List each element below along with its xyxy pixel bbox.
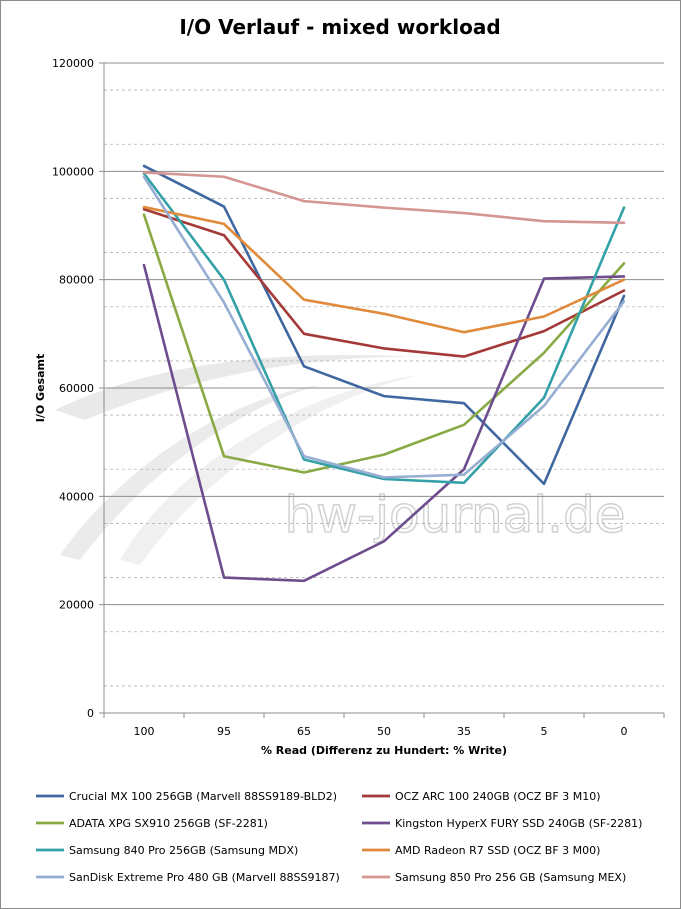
legend-label: ADATA XPG SX910 256GB (SF-2281): [69, 817, 268, 830]
y-tick-label: 60000: [59, 382, 94, 395]
watermark: hw-journal.de: [55, 355, 626, 565]
legend-label: Crucial MX 100 256GB (Marvell 88SS9189-B…: [69, 790, 337, 803]
gridlines: [104, 62, 664, 687]
series-line-5: [142, 172, 626, 485]
legend: Crucial MX 100 256GB (Marvell 88SS9189-B…: [36, 790, 642, 884]
legend-label: Samsung 840 Pro 256GB (Samsung MDX): [69, 844, 298, 857]
series-lines: [142, 164, 626, 583]
y-tick-label: 80000: [59, 274, 94, 287]
x-tick-label: 50: [377, 725, 391, 738]
y-tick-label: 40000: [59, 490, 94, 503]
series-line-2: [142, 207, 626, 358]
y-tick-label: 0: [87, 707, 94, 720]
legend-label: SanDisk Extreme Pro 480 GB (Marvell 88SS…: [69, 871, 340, 884]
legend-label: Kingston HyperX FURY SSD 240GB (SF-2281): [395, 817, 642, 830]
y-axis-title: I/O Gesamt: [34, 354, 47, 422]
x-axis-title: % Read (Differenz zu Hundert: % Write): [261, 744, 507, 757]
legend-label: AMD Radeon R7 SSD (OCZ BF 3 M00): [395, 844, 600, 857]
watermark-swoosh: [120, 375, 420, 565]
chart-title: I/O Verlauf - mixed workload: [179, 15, 500, 39]
x-tick-label: 95: [217, 725, 231, 738]
x-tick-label: 65: [297, 725, 311, 738]
series-line-1: [142, 164, 626, 486]
watermark-text: hw-journal.de: [284, 486, 625, 544]
x-tick-label: 100: [134, 725, 155, 738]
series-line-3: [142, 213, 626, 474]
axes: 0 20000 40000 60000 80000 100000 120000 100 95 65…: [52, 57, 665, 738]
legend-label: Samsung 850 Pro 256 GB (Samsung MEX): [395, 871, 626, 884]
x-tick-label: 0: [621, 725, 628, 738]
watermark-swoosh: [60, 385, 320, 560]
y-tick-label: 120000: [52, 57, 94, 70]
y-tick-label: 100000: [52, 165, 94, 178]
x-tick-label: 5: [541, 725, 548, 738]
series-line-6: [142, 205, 626, 334]
legend-label: OCZ ARC 100 240GB (OCZ BF 3 M10): [395, 790, 601, 803]
x-tick-label: 35: [457, 725, 471, 738]
series-line-7: [142, 175, 626, 479]
y-tick-label: 20000: [59, 599, 94, 612]
series-line-8: [142, 171, 626, 225]
series-line-4: [142, 263, 626, 583]
